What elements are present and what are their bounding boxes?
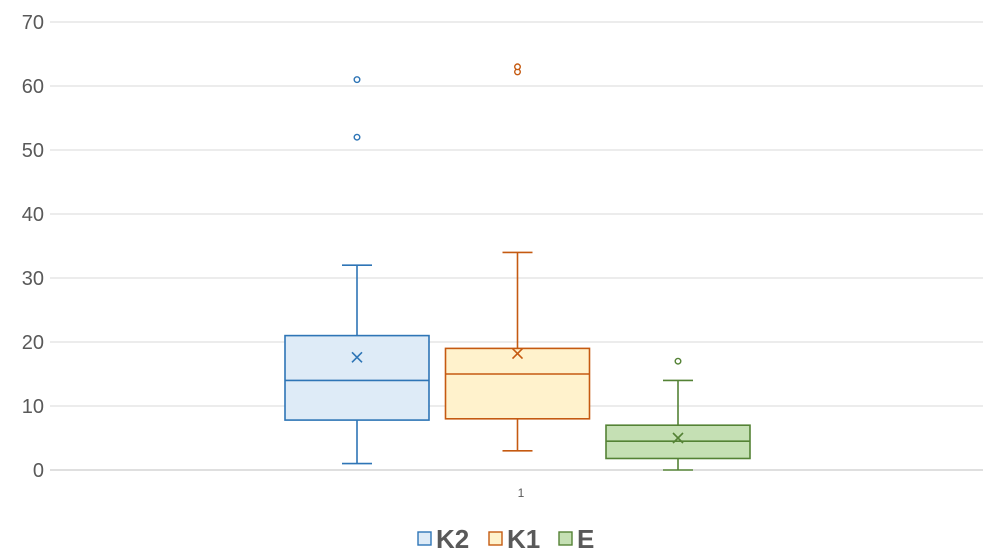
box-k1 [444,63,591,452]
legend-label: K2 [436,524,469,553]
box-e [605,357,751,471]
outlier-point [353,133,361,141]
legend-item-k2: K2 [417,524,469,553]
legend-swatch [558,531,573,546]
y-tick-label: 60 [22,76,44,98]
box-k2 [284,76,430,465]
gridlines [50,21,983,471]
mean-marker [672,432,684,444]
legend: K2 K1 E [417,524,594,553]
y-tick-label: 10 [22,396,44,418]
x-axis: 1 [518,486,525,500]
box-series [284,63,751,471]
box-iqr [444,347,591,420]
y-tick-label: 0 [33,460,44,482]
y-axis: 0 10 20 30 40 50 60 70 [22,12,44,482]
legend-swatch [488,531,503,546]
x-tick-label: 1 [518,486,525,500]
y-tick-label: 40 [22,204,44,226]
mean-marker [351,351,363,363]
y-tick-label: 20 [22,332,44,354]
legend-swatch [417,531,432,546]
y-tick-label: 70 [22,12,44,34]
legend-item-k1: K1 [488,524,540,553]
box-iqr [284,334,430,421]
legend-label: K1 [507,524,540,553]
y-tick-label: 50 [22,140,44,162]
y-tick-label: 30 [22,268,44,290]
legend-item-e: E [558,524,594,553]
outlier-point [514,63,522,71]
outlier-point [353,76,361,84]
outlier-point [674,357,682,365]
legend-label: E [577,524,594,553]
mean-marker [511,347,524,360]
